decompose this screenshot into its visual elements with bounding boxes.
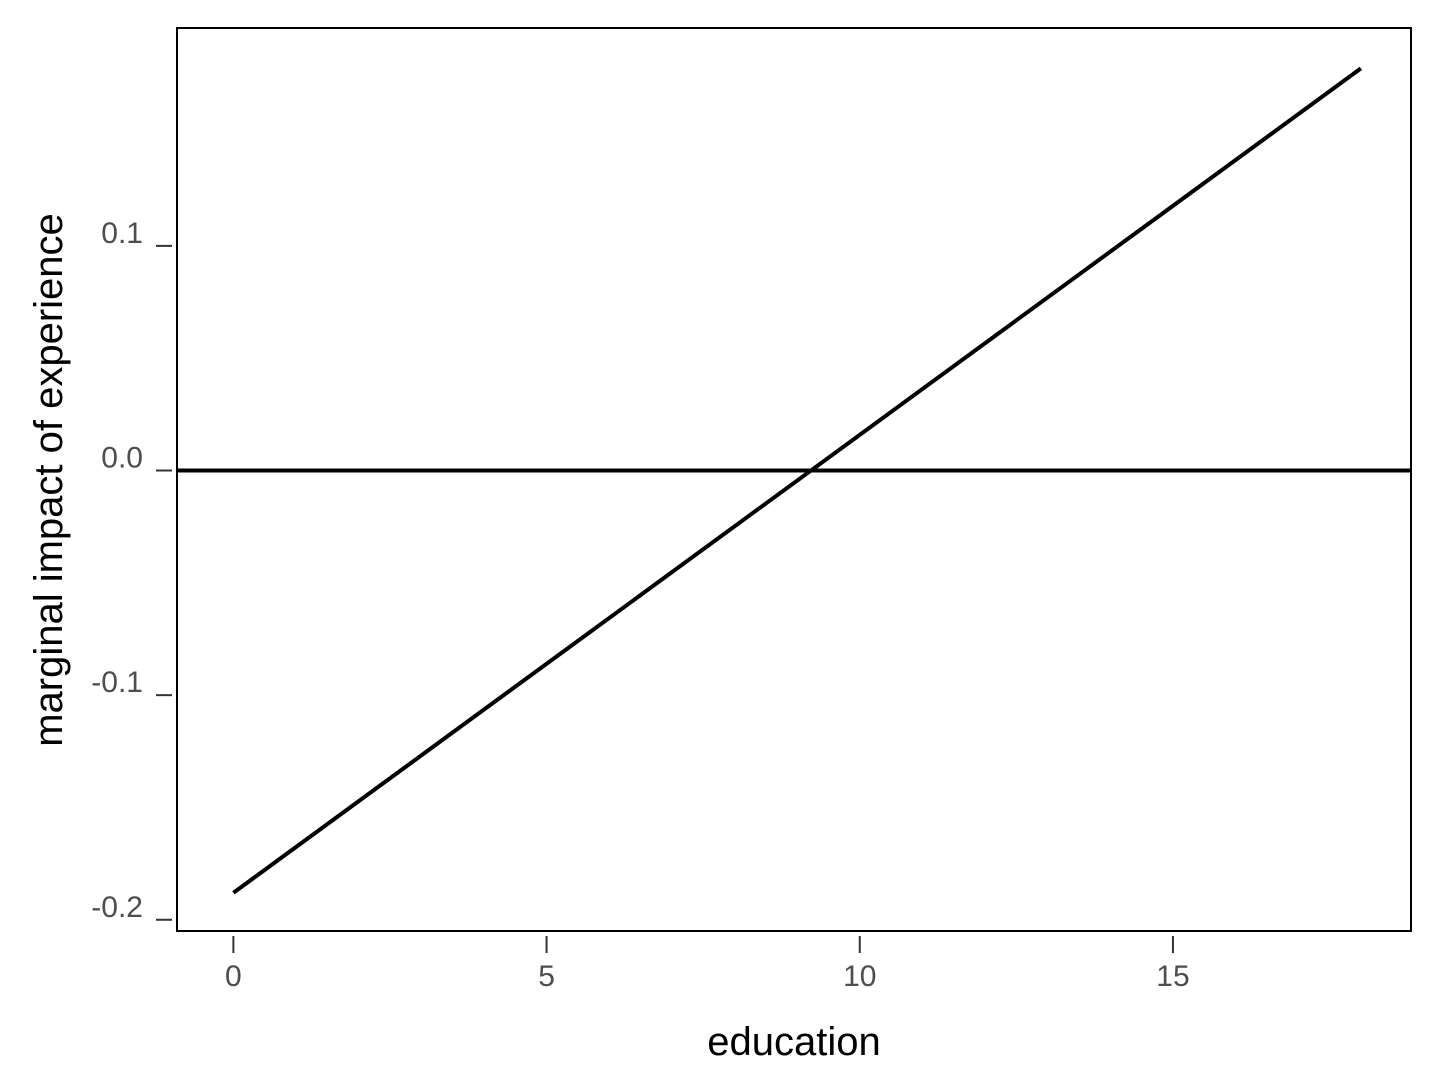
y-axis: -0.2 -0.1 0.0 0.1 — [91, 217, 172, 924]
x-axis: 0 5 10 15 — [225, 936, 1190, 993]
x-axis-title: education — [707, 1020, 880, 1064]
x-tick-label: 5 — [538, 960, 555, 993]
x-tick-label: 0 — [225, 960, 242, 993]
x-tick-label: 10 — [843, 960, 876, 993]
plot-frame — [176, 27, 1412, 932]
y-axis-title: marginal impact of experience — [27, 213, 71, 747]
series-line — [232, 66, 1363, 895]
y-tick-label: 0.1 — [101, 217, 143, 250]
y-tick-label: 0.0 — [101, 442, 143, 475]
plot-lines — [177, 66, 1411, 895]
y-tick-label: -0.2 — [91, 891, 143, 924]
y-tick-label: -0.1 — [91, 666, 143, 699]
x-tick-label: 15 — [1156, 960, 1189, 993]
